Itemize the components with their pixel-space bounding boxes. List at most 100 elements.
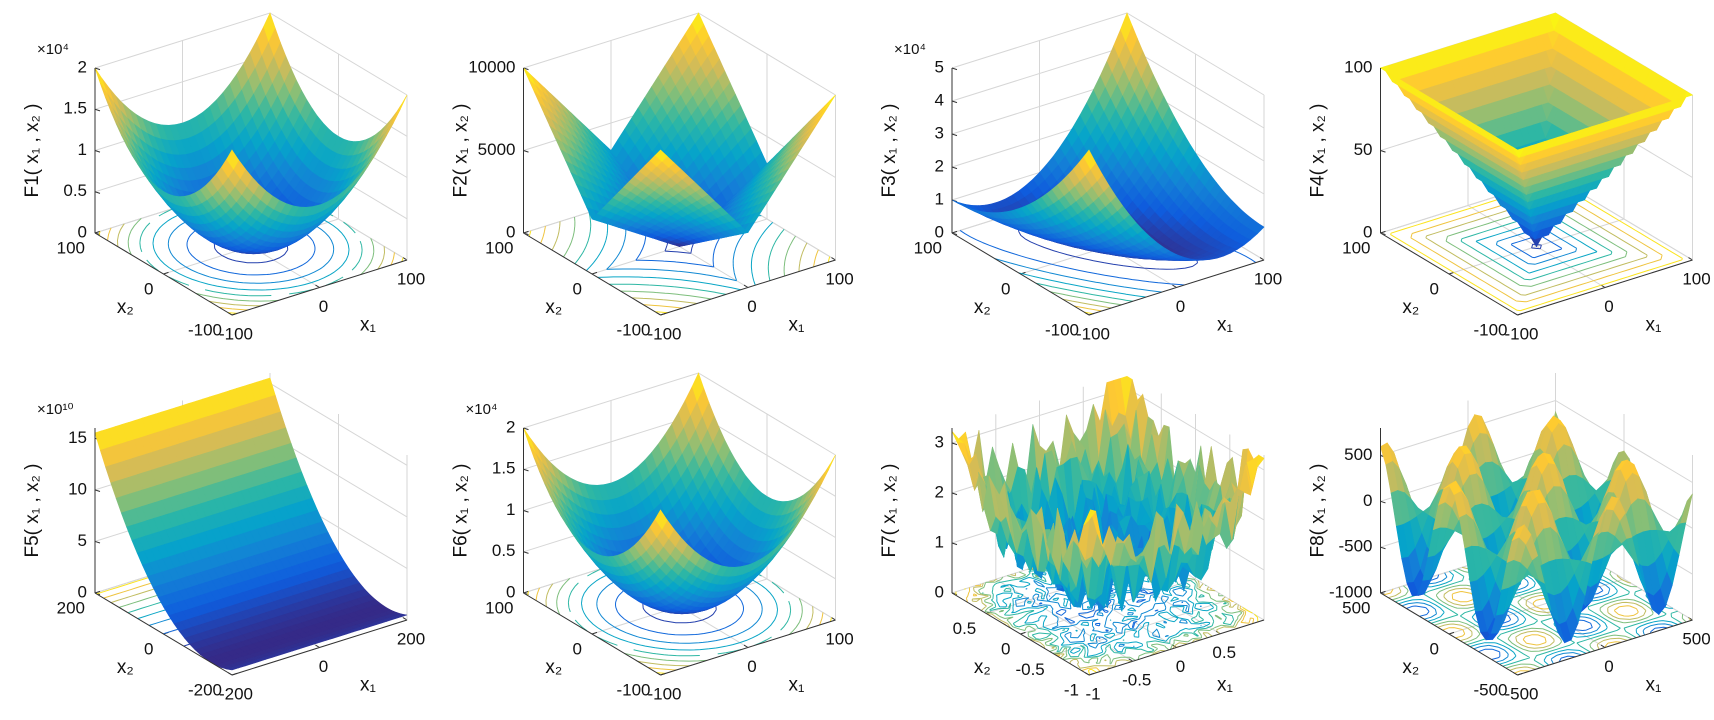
z-tick-label: 5 [935,57,944,76]
y-tick-label: -200 [188,680,222,699]
z-tick-label: 0.5 [63,181,87,200]
axis-line [94,232,233,316]
x-tick-label: 0 [319,297,328,316]
x-axis-label: x₁ [1217,314,1233,335]
x-tick-label: -1 [1085,684,1100,703]
z-tick-label: 2 [78,57,87,76]
z-exponent: ×10⁴ [894,41,926,58]
surface-patch [523,67,536,86]
tick-mark [94,540,101,544]
y-axis-label: x₂ [974,297,991,318]
tick-mark [951,230,958,234]
x-tick-label: 0 [319,657,328,676]
x-tick-label: 200 [397,629,425,648]
x-tick-label: -100 [1504,324,1538,343]
y-tick-label: 0.5 [953,619,977,638]
tick-mark [1020,631,1026,635]
y-tick-label: 0 [573,279,582,298]
z-tick-label: 0.5 [492,541,516,560]
tick-mark [315,284,320,288]
tick-mark [951,542,958,546]
axis-line [523,232,661,316]
z-exponent: ×10¹⁰ [37,401,73,418]
y-axis-label: x₂ [545,657,562,678]
surface-patch [654,149,668,162]
y-axis-label: x₂ [545,297,562,318]
x-tick-label: -0.5 [1122,671,1151,690]
x-tick-label: -100 [1076,324,1110,343]
y-tick-label: 0 [1001,639,1010,658]
z-axis-label: F2( x₁ , x₂ ) [451,103,472,197]
tick-mark [1259,257,1265,261]
tick-mark [1172,284,1177,288]
tick-mark [94,67,101,71]
x-tick-label: 0 [747,657,756,676]
tick-mark [1380,230,1386,234]
y-tick-label: -1 [1064,680,1079,699]
x-tick-label: 100 [1682,269,1710,288]
z-tick-label: 2 [506,417,515,436]
tick-mark [523,551,529,554]
y-tick-label: 100 [485,598,513,617]
z-tick-label: 0 [78,222,87,241]
z-tick-label: 5 [78,531,87,550]
x-tick-label: 0 [1176,657,1185,676]
tick-mark [523,468,529,472]
tick-mark [591,631,598,635]
tick-mark [94,191,101,194]
x-tick-label: -100 [219,324,253,343]
x-tick-label: 100 [825,269,853,288]
z-tick-label: 1 [935,189,944,208]
tick-mark [1688,257,1693,261]
y-axis-label: x₂ [1402,297,1419,318]
x-tick-label: 0.5 [1212,643,1236,662]
y-tick-label: 100 [1342,238,1370,257]
tick-mark [951,67,958,71]
y-tick-label: 100 [57,238,85,257]
y-tick-label: 100 [485,238,513,257]
z-tick-label: 10 [68,479,87,498]
y-tick-label: -100 [616,320,650,339]
axis-line [231,259,408,316]
z-tick-label: 1.5 [492,459,516,478]
x-tick-label: 100 [397,269,425,288]
tick-mark [315,644,320,648]
z-tick-label: 1 [935,532,944,551]
z-tick-label: 2 [935,482,944,501]
z-tick-label: 3 [935,432,944,451]
z-axis-label: F1( x₁ , x₂ ) [22,103,43,197]
z-axis-label: F4( x₁ , x₂ ) [1308,103,1329,197]
z-exponent: ×10⁴ [37,41,69,58]
tick-mark [402,617,408,621]
y-tick-label: -100 [1045,320,1079,339]
z-tick-label: 0 [935,582,944,601]
z-tick-label: 50 [1354,140,1373,159]
x-tick-label: -100 [647,684,681,703]
tick-mark [523,150,529,153]
y-tick-label: 0 [144,639,153,658]
y-tick-label: 100 [914,238,942,257]
y-tick-label: 0 [1001,279,1010,298]
tick-mark [831,257,836,261]
y-tick-label: 200 [57,598,85,617]
y-tick-label: -100 [616,680,650,699]
surface-patch [94,67,108,94]
x-tick-label: -200 [219,684,253,703]
y-axis-label: x₂ [117,657,134,678]
contour-line [98,179,404,314]
z-tick-label: 15 [68,428,87,447]
x-axis-label: x₁ [360,314,376,335]
z-tick-label: 4 [935,90,944,109]
tick-mark [523,67,529,71]
z-axis-label: F6( x₁ , x₂ ) [451,463,472,557]
x-axis-label: x₁ [789,674,805,695]
grid-line [591,54,768,275]
x-axis-label: x₁ [360,674,376,695]
z-exponent: ×10⁴ [466,401,498,418]
